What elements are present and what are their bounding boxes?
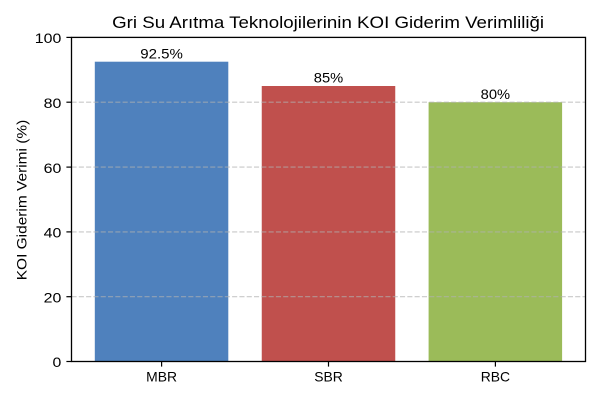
svg-text:60: 60 <box>44 160 62 176</box>
svg-text:SBR: SBR <box>314 369 343 385</box>
svg-text:Gri Su Arıtma Teknolojilerinin: Gri Su Arıtma Teknolojilerinin KOI Gider… <box>112 13 544 32</box>
svg-text:KOI Giderim Verimi (%): KOI Giderim Verimi (%) <box>13 120 29 281</box>
svg-text:RBC: RBC <box>481 369 510 385</box>
svg-text:80: 80 <box>44 95 62 111</box>
svg-text:MBR: MBR <box>146 369 177 385</box>
svg-text:0: 0 <box>53 354 62 370</box>
svg-text:100: 100 <box>35 30 62 46</box>
svg-text:20: 20 <box>44 289 62 305</box>
svg-text:85%: 85% <box>314 70 343 86</box>
svg-text:92.5%: 92.5% <box>140 45 183 61</box>
svg-text:40: 40 <box>44 225 62 241</box>
svg-text:80%: 80% <box>481 86 510 102</box>
